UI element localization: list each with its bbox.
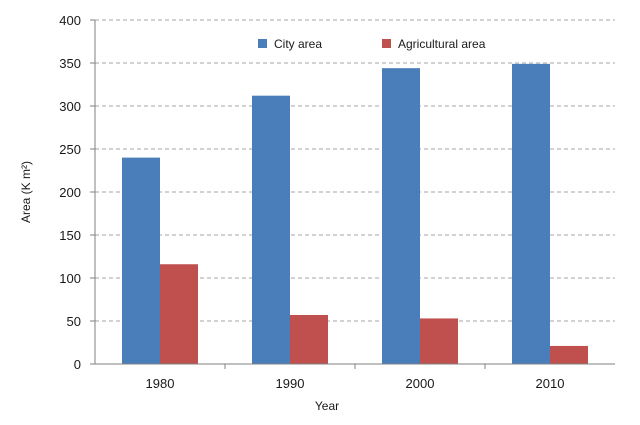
y-tick-label: 100 [59,271,81,286]
legend-label: Agricultural area [398,37,486,51]
bar-agricultural-area-2000 [420,318,458,364]
legend-swatch [382,39,391,48]
bar-agricultural-area-2010 [550,345,588,364]
x-axis-title: Year [315,399,339,413]
bar-city-area-2000 [382,68,420,364]
legend-label: City area [274,37,322,51]
bar-agricultural-area-1980 [160,264,198,364]
x-tick-label: 2000 [406,376,435,391]
y-axis-ticks: 0 50 100 150 200 250 300 350 400 [59,13,95,372]
x-tick-label: 2010 [536,376,565,391]
y-tick-label: 200 [59,185,81,200]
y-tick-label: 300 [59,99,81,114]
legend-swatch [258,39,267,48]
bar-agricultural-area-1990 [290,314,328,364]
bars [122,63,588,365]
y-tick-label: 400 [59,13,81,28]
y-axis-title: Area (K m²) [19,161,33,223]
bar-city-area-2010 [512,63,550,365]
x-tick-label: 1990 [276,376,305,391]
bar-city-area-1980 [122,157,160,364]
bar-city-area-1990 [252,95,290,365]
x-tick-label: 1980 [146,376,175,391]
y-tick-label: 250 [59,142,81,157]
x-axis-ticks: 1980 1990 2000 2010 [146,364,565,391]
y-tick-label: 150 [59,228,81,243]
y-tick-label: 0 [74,357,81,372]
y-tick-label: 350 [59,56,81,71]
y-tick-label: 50 [67,314,81,329]
legend: City area Agricultural area [258,37,486,51]
